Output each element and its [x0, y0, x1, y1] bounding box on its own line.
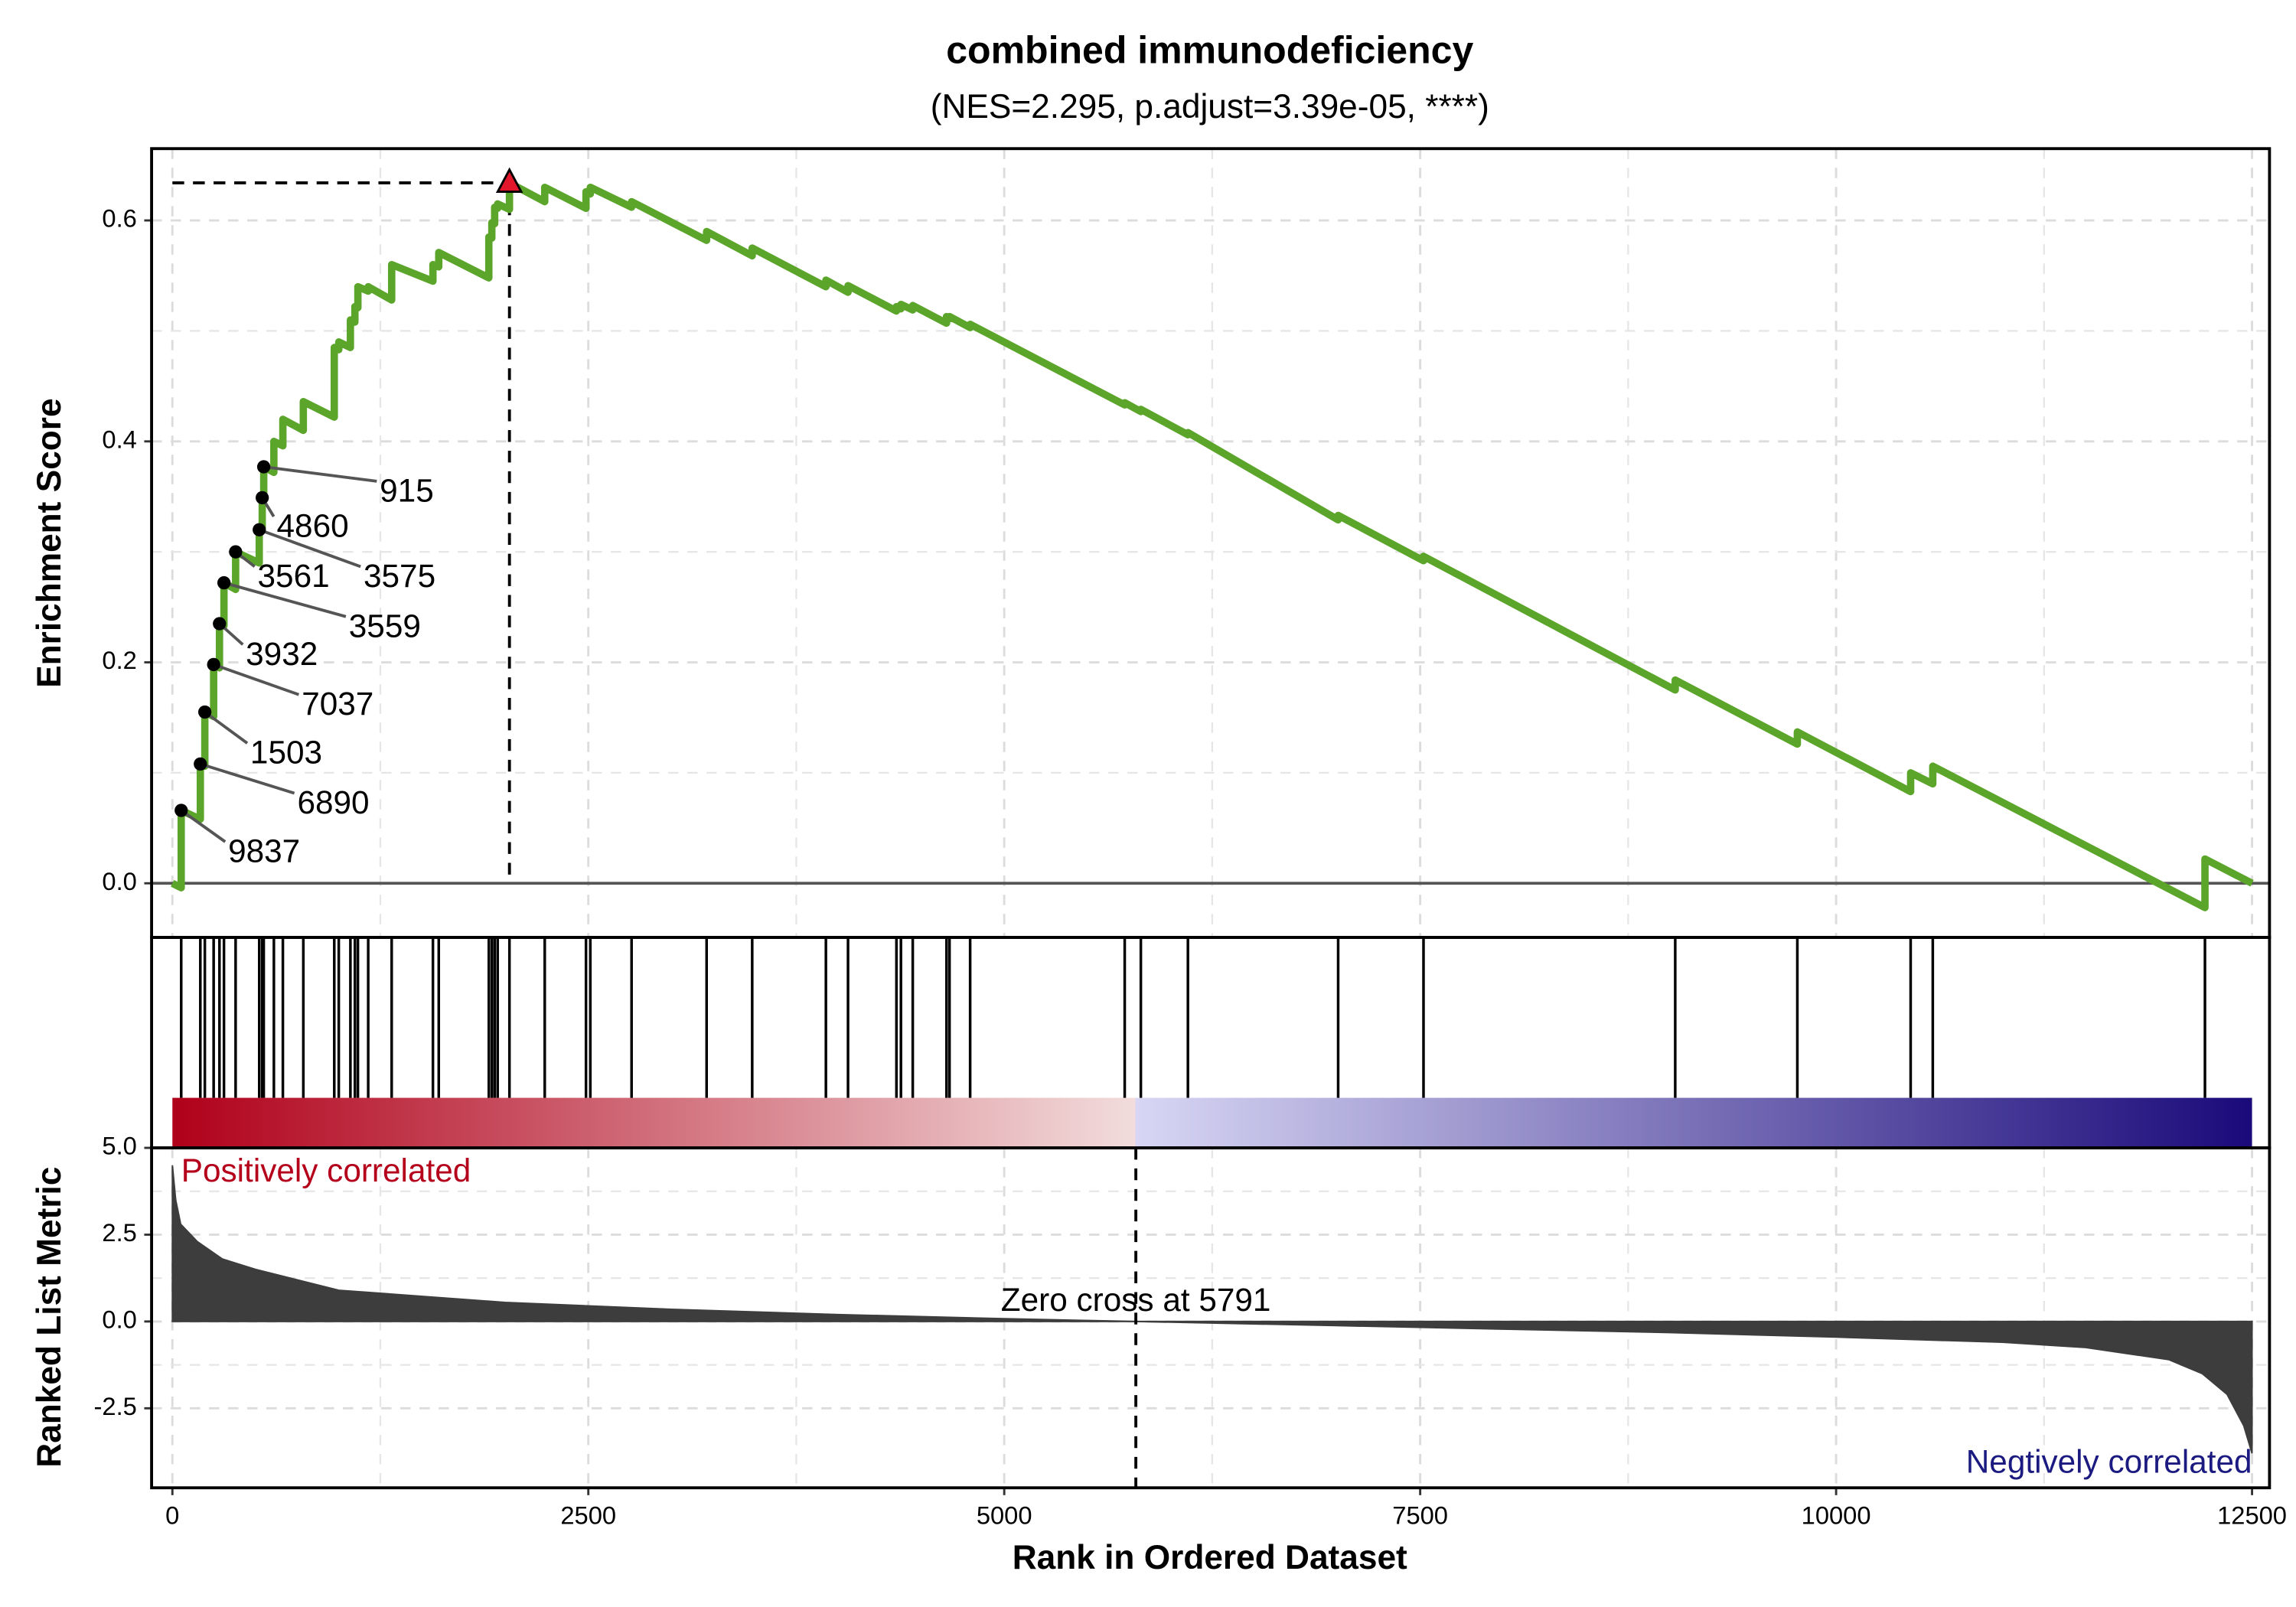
gene-label: 1503 — [250, 735, 322, 771]
gene-label: 4860 — [277, 508, 349, 544]
label-connector — [213, 663, 300, 696]
gene-point — [253, 523, 266, 536]
gene-point — [194, 757, 207, 771]
x-tick-label: 7500 — [1392, 1501, 1448, 1529]
y-tick-label: 0.0 — [102, 1305, 136, 1334]
label-connector — [263, 465, 377, 483]
gene-label: 9837 — [228, 833, 300, 869]
gene-label: 7037 — [302, 686, 373, 722]
label-connector — [204, 710, 249, 745]
gene-label: 3561 — [258, 558, 330, 594]
y-axis-label: Enrichment Score — [31, 398, 68, 687]
label-connector — [200, 762, 295, 795]
gene-point — [255, 491, 269, 505]
gene-label: 915 — [380, 472, 434, 508]
x-tick-label: 0 — [165, 1501, 179, 1529]
y-axis-label: Ranked List Metric — [31, 1167, 68, 1468]
y-tick-label: 0.4 — [102, 425, 136, 453]
gene-point — [217, 575, 231, 590]
positive-label: Positively correlated — [181, 1152, 471, 1188]
gene-label: 3559 — [349, 608, 421, 644]
rank-color-bar — [172, 1097, 2252, 1148]
y-tick-label: 5.0 — [102, 1132, 136, 1160]
y-tick-label: 0.2 — [102, 646, 136, 674]
x-tick-label: 12500 — [2217, 1501, 2287, 1529]
chart-subtitle: (NES=2.295, p.adjust=3.39e-05, ****) — [931, 88, 1489, 125]
gene-label: 3575 — [364, 558, 435, 594]
metric-area — [171, 1165, 2253, 1454]
label-connector — [259, 528, 361, 569]
gene-point — [197, 705, 212, 719]
x-tick-label: 2500 — [560, 1501, 616, 1529]
gene-point — [213, 617, 227, 631]
y-tick-label: 0.6 — [102, 204, 136, 233]
gene-label: 3932 — [246, 636, 318, 672]
y-tick-label: 2.5 — [102, 1218, 136, 1247]
peak-marker — [495, 167, 523, 193]
chart-title: combined immunodeficiency — [946, 28, 1473, 71]
x-tick-label: 10000 — [1802, 1501, 1871, 1529]
y-tick-label: -2.5 — [94, 1392, 137, 1420]
gene-label: 6890 — [297, 784, 369, 820]
gene-point — [256, 460, 271, 474]
gene-point — [174, 804, 188, 817]
y-tick-label: 0.0 — [102, 867, 136, 895]
zero-cross-label: Zero cross at 5791 — [1001, 1282, 1271, 1318]
panel-border — [150, 1146, 2272, 1490]
gene-point — [229, 545, 243, 559]
negative-label: Negtively correlated — [1966, 1444, 2252, 1480]
x-axis-label: Rank in Ordered Dataset — [1013, 1539, 1407, 1576]
label-connector — [223, 581, 347, 618]
label-connector — [180, 809, 227, 843]
gene-point — [207, 657, 220, 672]
x-tick-label: 5000 — [977, 1501, 1032, 1529]
